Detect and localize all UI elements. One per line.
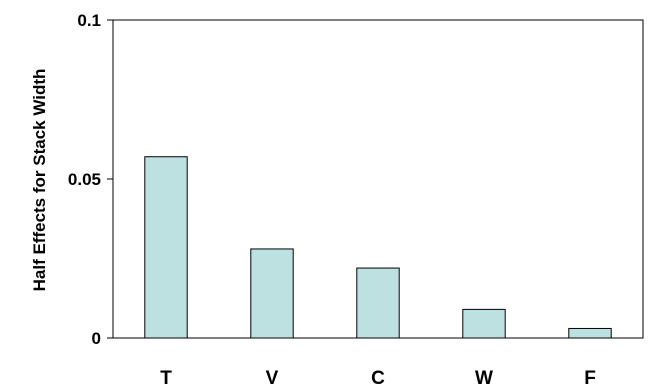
bars (144, 156, 612, 339)
x-tick-label: V (266, 368, 279, 389)
y-axis-title: Half Effects for Stack Width (30, 69, 49, 292)
bar-f (568, 327, 612, 339)
x-tick-label: W (475, 368, 493, 389)
x-tick-label: F (584, 368, 596, 389)
x-tick-label: C (371, 368, 385, 389)
y-axis-ticks: 0 0.05 0.1 (68, 11, 113, 348)
bar-c (356, 267, 400, 339)
y-tick-label: 0 (92, 329, 101, 348)
x-tick-label: T (160, 368, 172, 389)
bar-t (144, 156, 188, 339)
bar-w (462, 308, 506, 339)
y-tick-label: 0.1 (77, 11, 101, 30)
y-tick-label: 0.05 (68, 170, 101, 189)
bar-v (250, 248, 294, 339)
